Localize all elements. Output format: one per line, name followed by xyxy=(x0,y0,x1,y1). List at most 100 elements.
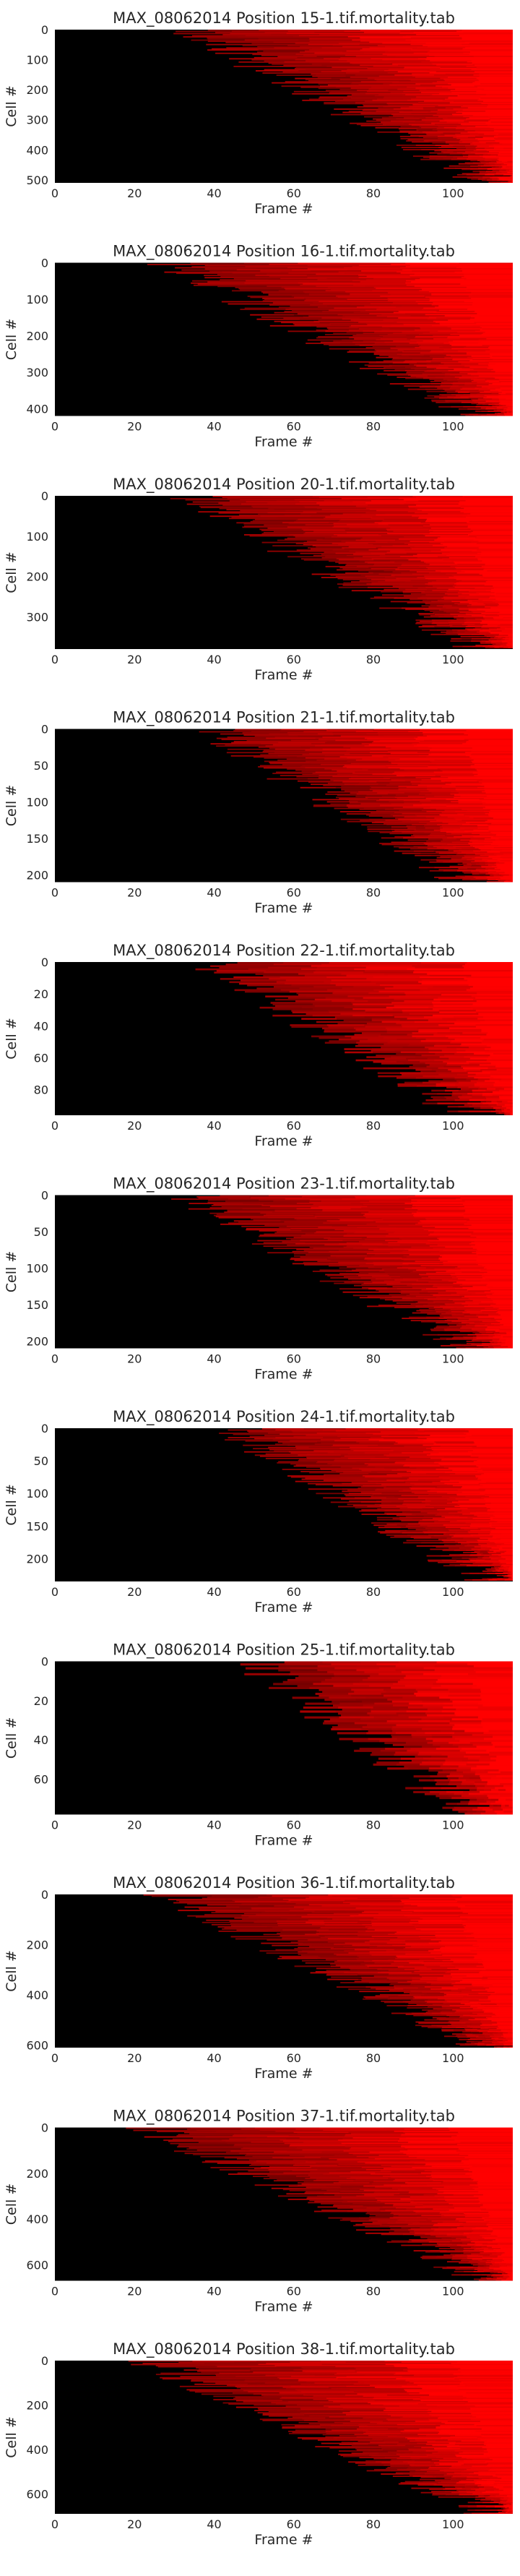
heatmap-cell xyxy=(443,353,467,356)
heatmap-cell xyxy=(387,541,430,544)
heatmap-cell xyxy=(488,830,513,833)
heatmap-cell xyxy=(334,307,379,309)
heatmap-cell xyxy=(337,569,367,571)
heatmap-cell xyxy=(467,962,513,964)
y-tick-label: 0 xyxy=(41,489,48,503)
heatmap-cell xyxy=(399,119,422,121)
heatmap-cell xyxy=(285,309,332,311)
heatmap-cell xyxy=(431,747,473,750)
heatmap-cell xyxy=(349,550,391,552)
heatmap-cell xyxy=(472,1104,481,1107)
heatmap-cell xyxy=(477,786,513,789)
heatmap-cell xyxy=(482,575,513,576)
heatmap-cell xyxy=(405,780,442,782)
heatmap-cell xyxy=(471,611,486,612)
heatmap-cell xyxy=(420,1073,439,1076)
heatmap-cell xyxy=(445,1075,469,1078)
heatmap-cell xyxy=(472,873,480,875)
heatmap-cell xyxy=(353,554,386,556)
heatmap-cell xyxy=(423,1282,454,1284)
heatmap-cell xyxy=(454,376,474,378)
heatmap-cell xyxy=(484,1273,513,1274)
heatmap-cell xyxy=(451,637,462,640)
heatmap-cell xyxy=(263,50,306,52)
heatmap-cell xyxy=(420,1040,452,1042)
heatmap-cell xyxy=(236,269,292,271)
heatmap-cell xyxy=(428,754,472,756)
heatmap-cell xyxy=(383,319,416,322)
heatmap-cell xyxy=(422,734,469,736)
heatmap-cell xyxy=(483,609,499,611)
heatmap-cell xyxy=(402,1297,425,1300)
heatmap-cell xyxy=(350,747,391,750)
heatmap-cell xyxy=(428,141,446,143)
heatmap-cell xyxy=(366,794,396,797)
heatmap-cell xyxy=(420,349,444,351)
heatmap-cell xyxy=(214,971,264,974)
heatmap-cell xyxy=(313,1248,354,1250)
heatmap-cell xyxy=(436,1321,452,1323)
heatmap-cell xyxy=(390,345,422,346)
heatmap-cell xyxy=(342,579,372,580)
heatmap-cell xyxy=(431,122,459,124)
heatmap-cell xyxy=(494,863,504,865)
heatmap-cell xyxy=(458,867,468,870)
heatmap-cell xyxy=(246,280,300,282)
heatmap-cell xyxy=(454,1306,474,1308)
heatmap-cell xyxy=(410,275,462,277)
heatmap-cell xyxy=(491,823,513,825)
heatmap-cell xyxy=(472,747,513,750)
heatmap-cell xyxy=(344,291,388,293)
heatmap-cell xyxy=(467,523,513,525)
heatmap-cell xyxy=(488,120,513,122)
heatmap-cell xyxy=(403,1237,441,1238)
heatmap-cell xyxy=(473,876,488,878)
heatmap-cell xyxy=(443,132,462,134)
heatmap-cell xyxy=(281,729,329,731)
heatmap-cell xyxy=(458,802,486,804)
heatmap-cell xyxy=(459,581,487,583)
heatmap-cell xyxy=(365,285,415,288)
heatmap-cell xyxy=(378,799,413,801)
heatmap-cell xyxy=(296,1219,340,1221)
heatmap-cell xyxy=(474,768,513,770)
heatmap-cell xyxy=(398,1289,422,1291)
heatmap-cell xyxy=(314,1216,365,1218)
heatmap-cell xyxy=(300,1256,337,1258)
heatmap-cell xyxy=(421,629,438,631)
heatmap-cell xyxy=(308,781,343,783)
heatmap-cell xyxy=(190,262,245,265)
heatmap-cell xyxy=(454,1267,485,1269)
heatmap-cell xyxy=(481,333,513,335)
heatmap-cell xyxy=(319,1269,352,1271)
heatmap-cell xyxy=(302,99,338,101)
heatmap-cell xyxy=(347,760,389,763)
heatmap-cell xyxy=(458,1089,473,1092)
heatmap-cell xyxy=(368,66,405,69)
heatmap-cell xyxy=(486,1338,500,1340)
heatmap-cell xyxy=(445,835,463,837)
heatmap-cell xyxy=(420,348,452,350)
heatmap-cell xyxy=(379,831,402,833)
heatmap-cell xyxy=(420,286,467,288)
heatmap-cell xyxy=(295,1000,332,1003)
heatmap-cell xyxy=(246,284,300,286)
heatmap-cell xyxy=(466,730,513,731)
heatmap-cell xyxy=(452,1344,465,1347)
heatmap-cell xyxy=(462,37,513,39)
heatmap-cell xyxy=(391,826,417,828)
heatmap-cell xyxy=(444,1329,459,1331)
heatmap-cell xyxy=(474,856,488,859)
heatmap-cell xyxy=(170,498,228,499)
heatmap-cell xyxy=(305,757,347,759)
heatmap-cell xyxy=(381,117,404,119)
heatmap-cell xyxy=(494,410,501,412)
heatmap-cell xyxy=(368,543,405,545)
heatmap-cell xyxy=(450,867,467,869)
heatmap-cell xyxy=(325,742,373,744)
heatmap-cell xyxy=(347,804,381,806)
heatmap-cells xyxy=(173,30,513,183)
heatmap-cell xyxy=(432,129,449,131)
heatmap-cell xyxy=(347,36,404,38)
heatmap-cell xyxy=(387,72,430,74)
